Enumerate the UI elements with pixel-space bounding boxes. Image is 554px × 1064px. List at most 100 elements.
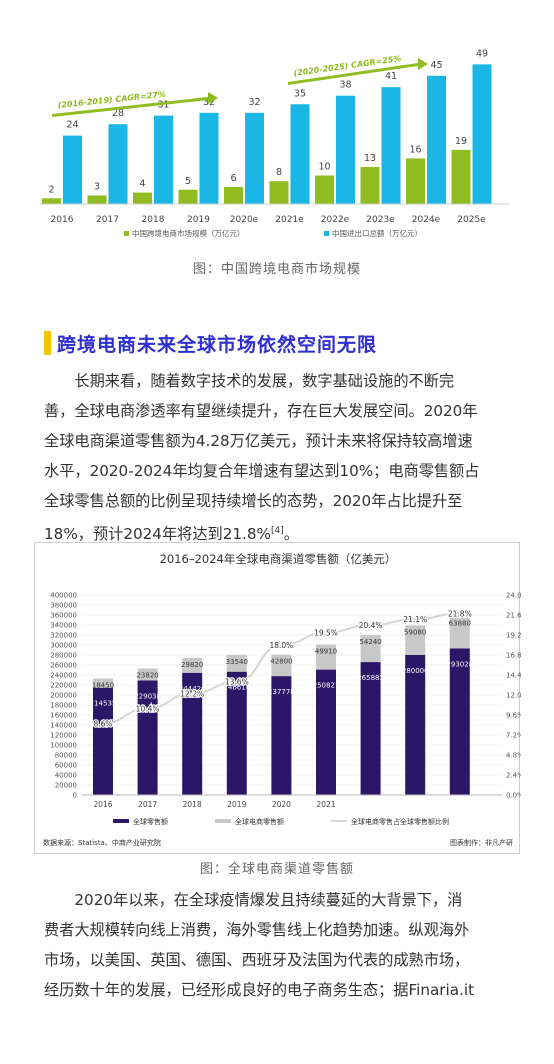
- y-tick-label: 340000: [50, 622, 77, 630]
- data-label-retail: 293028: [446, 660, 473, 668]
- data-label-ecommerce: 33540: [226, 658, 248, 666]
- legend-swatch: [215, 819, 231, 823]
- data-label: 6: [230, 173, 236, 184]
- y2-tick-label: 24.0%: [506, 592, 521, 600]
- x-tick-label: 2017: [138, 800, 157, 809]
- bar-market-size: [87, 195, 107, 204]
- data-label-retail: 237778: [268, 688, 295, 696]
- y-tick-label: 320000: [50, 632, 77, 640]
- bar-import-export: [108, 124, 128, 204]
- ratio-label: 8.6%: [93, 719, 112, 728]
- y-tick-label: 360000: [50, 612, 77, 620]
- bar-import-export: [427, 75, 446, 204]
- chart-title: 2016–2024年全球电商渠道零售额（亿美元）: [160, 552, 397, 566]
- y2-tick-label: 14.4%: [506, 672, 521, 680]
- y-tick-label: 180000: [50, 702, 77, 710]
- y-tick-label: 240000: [50, 672, 77, 680]
- bar-import-export: [154, 115, 173, 204]
- data-label-retail: 244426: [179, 685, 206, 693]
- x-tick-label: 2018: [183, 800, 202, 809]
- data-label-retail: 280000: [402, 667, 429, 675]
- bar-import-export: [381, 87, 401, 204]
- data-label-ecommerce: 18450: [92, 682, 114, 690]
- data-label-ecommerce: 59080: [404, 628, 426, 636]
- bar-global-ecommerce: [405, 625, 426, 655]
- y-tick-label: 260000: [50, 662, 77, 670]
- cagr-arrow-1: [52, 92, 218, 117]
- legend-label: 中国进出口总额（万亿元）: [332, 228, 422, 238]
- paragraph-line: 全球零售总额的比例呈现持续增长的态势，2020年占比提升至: [44, 492, 463, 510]
- paragraph-end: 。: [283, 525, 299, 544]
- bar-global-ecommerce: [137, 668, 158, 681]
- legend-swatch: [324, 231, 329, 236]
- data-label: 41: [385, 71, 397, 82]
- chart1-caption: 图：中国跨境电商市场规模: [192, 262, 361, 277]
- paragraph-line: 长期来看，随着数字技术的发展，数字基础设施的不断完: [74, 372, 455, 390]
- global-ecommerce-retail-chart: 2016–2024年全球电商渠道零售额（亿美元） 0 20000 40000 60000…: [43, 552, 521, 847]
- ratio-label: 21.8%: [448, 609, 472, 618]
- y-tick-label: 40000: [55, 772, 77, 780]
- y2-tick-label: 2.4%: [506, 772, 521, 780]
- y-tick-label: 100000: [50, 742, 77, 750]
- heading-accent-bar: [44, 331, 51, 355]
- data-label: 5: [185, 176, 191, 187]
- data-label-retail: 250821: [313, 682, 340, 690]
- data-label-retail: 246618: [223, 684, 250, 692]
- bar-global-retail: [226, 671, 247, 795]
- ratio-label: 20.4%: [359, 621, 383, 630]
- legend-swatch: [124, 231, 129, 236]
- y-tick-label: 300000: [50, 642, 77, 650]
- y-tick-label: 220000: [50, 682, 77, 690]
- x-tick-label: 2017: [96, 215, 119, 225]
- reference-link[interactable]: [4]: [270, 526, 284, 536]
- y2-tick-label: 16.8%: [506, 652, 521, 660]
- bar-import-export: [336, 95, 355, 204]
- y2-tick-label: 21.6%: [506, 612, 521, 620]
- bar-global-retail: [182, 672, 203, 795]
- data-label: 10: [318, 162, 330, 173]
- x-tick-label: 2024e: [412, 215, 441, 225]
- data-label-retail: 214535: [90, 700, 117, 708]
- data-label: 32: [248, 97, 260, 108]
- paragraph-line: 市场，以美国、英国、德国、西班牙及法国为代表的成熟市场，: [44, 951, 470, 969]
- bar-global-ecommerce: [449, 616, 470, 649]
- bar-global-retail: [360, 662, 381, 795]
- x-tick-label: 2021: [316, 800, 335, 809]
- x-tick-label: 2016: [51, 215, 74, 225]
- data-label: 28: [112, 108, 124, 119]
- y-tick-label: 80000: [55, 752, 77, 760]
- cagr-arrow-2: [288, 58, 428, 85]
- bar-global-retail: [271, 676, 292, 795]
- bar-import-export: [199, 112, 219, 204]
- x-tick-label: 2018: [142, 215, 165, 225]
- x-tick-label: 2020e: [230, 215, 259, 225]
- ratio-label: 13.6%: [225, 678, 249, 687]
- bar-global-ecommerce: [93, 678, 113, 688]
- data-label: 38: [339, 80, 351, 91]
- y2-tick-label: 0.0%: [506, 792, 521, 800]
- bar-market-size: [406, 158, 425, 204]
- ratio-label: 10.4%: [136, 704, 160, 713]
- bar-import-export: [472, 64, 492, 204]
- paragraph-2: 2020年以来，在全球疫情爆发且持续蔓延的大背景下，消 费者大规模转向线上消费，…: [44, 885, 514, 1005]
- bar-global-ecommerce: [182, 657, 203, 673]
- paragraph-line: 善，全球电商渗透率有望继续提升，存在巨大发展空间。2020年: [44, 402, 478, 420]
- data-label-ecommerce: 42800: [270, 658, 292, 666]
- paragraph-line: 全球电商渠道零售额为4.28万亿美元，预计未来将保持较高增速: [44, 432, 473, 450]
- data-label-ecommerce: 63880: [449, 620, 471, 628]
- x-tick-label: 2022e: [321, 215, 350, 225]
- data-label: 31: [157, 100, 169, 111]
- bar-market-size: [360, 166, 380, 204]
- paragraph-line: 经历数十年的发展，已经形成良好的电子商务生态；据Finaria.it: [44, 981, 475, 999]
- bar-global-ecommerce: [226, 654, 247, 672]
- data-label: 45: [430, 60, 442, 71]
- data-label-ecommerce: 29820: [181, 661, 203, 669]
- bar-market-size: [451, 149, 471, 204]
- data-label: 49: [476, 48, 488, 59]
- paragraph-text: 18%，预计2024年将达到21.8%: [44, 525, 271, 544]
- bar-market-size: [224, 186, 243, 204]
- bar-market-size: [178, 189, 198, 204]
- data-label: 3: [94, 181, 100, 192]
- bar-global-ecommerce: [360, 634, 381, 663]
- data-label-ecommerce: 49910: [315, 648, 337, 656]
